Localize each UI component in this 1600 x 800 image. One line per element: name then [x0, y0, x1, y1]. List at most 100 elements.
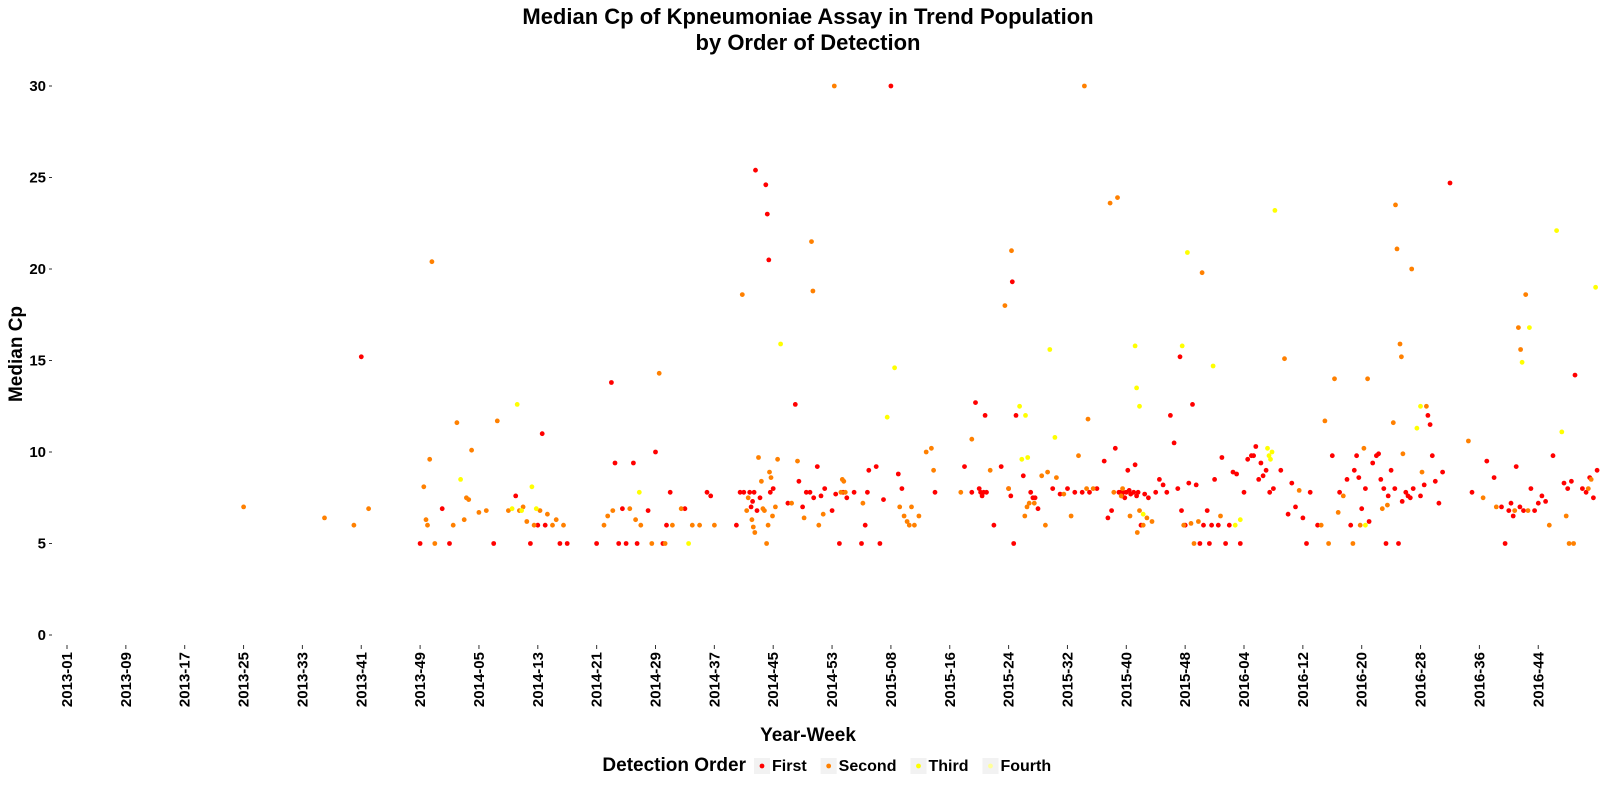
data-point — [483, 508, 489, 513]
data-point — [439, 506, 445, 512]
x-tick-label: 2014-29 — [648, 652, 665, 707]
data-point — [1209, 522, 1214, 528]
data-point — [801, 515, 807, 521]
data-point — [529, 484, 535, 490]
data-point — [1122, 495, 1128, 501]
series-first — [358, 83, 1600, 546]
data-point — [1237, 517, 1243, 523]
data-point — [605, 513, 611, 519]
data-point — [524, 519, 530, 524]
data-point — [1177, 354, 1183, 360]
data-point — [811, 495, 817, 501]
data-point — [753, 167, 758, 173]
data-point — [1111, 489, 1117, 495]
data-point — [539, 431, 545, 437]
data-point — [1378, 477, 1384, 482]
data-point — [841, 478, 847, 484]
data-point — [1399, 499, 1405, 504]
data-point — [1115, 195, 1120, 201]
data-point — [1340, 493, 1346, 499]
data-point — [844, 495, 850, 501]
data-point — [816, 522, 822, 528]
data-point — [686, 541, 691, 546]
data-point — [1137, 403, 1142, 409]
data-point — [1127, 513, 1133, 519]
data-point — [814, 464, 820, 469]
y-tick-label: 10 — [29, 444, 46, 461]
data-point — [1179, 508, 1184, 513]
data-point — [822, 486, 828, 491]
data-point — [1390, 420, 1396, 426]
data-point — [810, 288, 816, 294]
data-point — [1425, 413, 1431, 418]
data-point — [1107, 200, 1113, 206]
data-point — [491, 541, 497, 546]
data-point — [764, 541, 769, 546]
data-point — [1399, 354, 1404, 360]
data-point — [1188, 521, 1194, 526]
data-point — [1146, 495, 1151, 501]
data-point — [1535, 500, 1541, 506]
data-point — [1023, 413, 1028, 418]
data-point — [1469, 489, 1475, 495]
data-point — [969, 436, 975, 442]
data-point — [881, 497, 886, 502]
data-point — [1594, 467, 1600, 473]
data-point — [1400, 451, 1406, 457]
data-point — [1017, 403, 1022, 409]
legend-label: Third — [928, 758, 968, 775]
data-point — [751, 489, 757, 495]
data-point — [358, 354, 364, 360]
data-point — [991, 522, 997, 528]
data-point — [796, 478, 802, 484]
legend-marker — [759, 763, 765, 769]
data-point — [447, 541, 452, 546]
x-tick-label: 2013-41 — [353, 652, 370, 707]
data-point — [1376, 451, 1381, 457]
data-point — [1142, 491, 1148, 497]
data-point — [1591, 495, 1596, 501]
data-point — [754, 508, 760, 513]
data-point — [1440, 469, 1445, 475]
data-point — [1282, 356, 1287, 362]
data-point — [1359, 506, 1365, 512]
data-point — [884, 414, 890, 420]
data-point — [1322, 418, 1328, 424]
data-point — [1593, 284, 1598, 290]
data-point — [929, 445, 934, 451]
data-point — [662, 541, 668, 546]
data-point — [1218, 513, 1223, 519]
legend-marker — [826, 763, 832, 769]
data-point — [931, 467, 936, 473]
data-point — [689, 522, 695, 528]
data-point — [461, 517, 467, 523]
data-point — [829, 508, 835, 513]
data-point — [1550, 453, 1556, 459]
data-point — [322, 515, 327, 521]
data-point — [1201, 522, 1206, 528]
data-point — [450, 522, 456, 528]
data-point — [1403, 489, 1409, 495]
data-point — [750, 499, 755, 504]
data-point — [1351, 467, 1357, 473]
data-point — [1190, 402, 1195, 407]
data-point — [912, 522, 917, 528]
legend-marker — [916, 763, 921, 769]
data-point — [838, 489, 844, 495]
data-point — [1230, 469, 1236, 475]
data-point — [1226, 522, 1232, 528]
data-point — [1186, 480, 1192, 486]
legend-label: First — [772, 758, 807, 775]
x-tick-label: 2015-32 — [1059, 652, 1076, 707]
data-point — [973, 400, 978, 405]
data-point — [842, 489, 848, 495]
data-point — [1572, 372, 1578, 378]
data-point — [1379, 506, 1385, 512]
data-point — [1354, 453, 1359, 459]
data-point — [1090, 486, 1096, 491]
data-point — [1523, 292, 1529, 297]
data-point — [1131, 489, 1137, 495]
legend-marker — [988, 763, 993, 769]
data-point — [1002, 303, 1008, 308]
data-point — [901, 513, 907, 519]
